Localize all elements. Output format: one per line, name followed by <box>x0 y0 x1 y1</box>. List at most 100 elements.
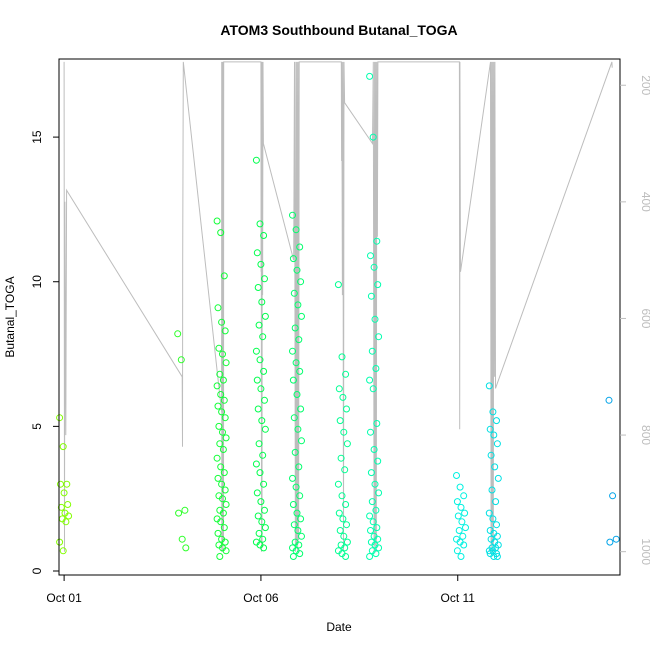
data-point <box>217 463 225 471</box>
data-point <box>296 550 304 558</box>
data-point <box>373 237 381 245</box>
data-point <box>367 428 374 436</box>
data-point <box>296 492 304 500</box>
data-point <box>334 281 342 289</box>
data-point <box>59 547 67 555</box>
data-point <box>486 425 494 433</box>
data-point <box>458 518 466 526</box>
data-point <box>255 440 263 448</box>
data-point <box>375 544 383 552</box>
data-point <box>370 263 378 271</box>
x-tick-label: Oct 01 <box>46 591 82 605</box>
data-point <box>294 301 302 309</box>
data-point <box>221 327 229 335</box>
data-point <box>216 440 224 448</box>
data-point <box>339 515 347 523</box>
data-point <box>218 408 226 416</box>
chart-title: ATOM3 Southbound Butanal_TOGA <box>220 22 457 38</box>
data-point <box>490 553 498 560</box>
data-point <box>370 446 378 453</box>
right-tick-label: 800 <box>639 425 650 445</box>
data-point <box>292 359 300 367</box>
data-point <box>295 541 303 549</box>
data-point <box>255 529 263 537</box>
data-point <box>297 405 305 413</box>
data-point <box>373 524 381 532</box>
data-point <box>56 414 64 422</box>
data-point <box>456 483 464 491</box>
data-point <box>256 220 264 228</box>
y-tick-label: 5 <box>30 423 44 430</box>
data-point <box>298 532 305 540</box>
data-point <box>256 469 264 477</box>
data-point <box>297 515 305 523</box>
data-point <box>460 492 468 500</box>
data-point <box>343 538 351 546</box>
data-point <box>289 474 296 482</box>
data-point <box>220 524 228 532</box>
data-point <box>182 544 190 552</box>
data-point <box>336 527 344 534</box>
right-tick-label: 600 <box>639 308 650 328</box>
data-point <box>255 321 263 329</box>
data-point <box>296 243 304 251</box>
data-point <box>371 315 379 323</box>
data-point <box>260 480 268 488</box>
data-point <box>338 353 346 361</box>
data-point <box>218 318 226 326</box>
data-point <box>289 211 296 219</box>
data-point <box>177 356 185 364</box>
data-point <box>214 402 222 410</box>
data-point <box>375 489 383 497</box>
x-axis-label: Date <box>326 620 352 634</box>
data-point <box>181 506 189 514</box>
data-point <box>605 396 613 404</box>
data-point <box>341 466 349 474</box>
data-point <box>335 385 343 393</box>
data-point <box>493 521 500 529</box>
data-point <box>367 527 374 534</box>
data-point <box>252 460 260 468</box>
altitude-track-layer <box>63 61 613 552</box>
data-point <box>293 509 301 517</box>
data-point <box>261 275 268 283</box>
data-point <box>371 480 379 488</box>
data-point <box>374 457 382 465</box>
data-point <box>253 249 261 257</box>
data-point <box>489 515 497 523</box>
data-point <box>254 284 262 291</box>
data-point <box>342 370 350 378</box>
data-point <box>60 489 68 497</box>
data-point <box>291 448 299 456</box>
data-point <box>368 498 376 506</box>
data-point <box>374 281 382 289</box>
data-point <box>57 503 65 511</box>
data-point <box>174 330 182 338</box>
data-point <box>289 347 296 355</box>
data-point <box>217 391 225 398</box>
data-point <box>455 527 463 534</box>
data-point <box>222 547 230 555</box>
data-point <box>369 133 377 141</box>
data-point <box>259 333 267 341</box>
data-point <box>340 428 348 436</box>
data-point <box>294 425 302 433</box>
data-point <box>257 385 265 393</box>
data-point <box>258 417 266 425</box>
data-point <box>334 480 342 488</box>
data-point <box>375 333 383 341</box>
data-point <box>221 486 229 494</box>
data-point <box>492 498 500 506</box>
data-point <box>609 492 617 500</box>
data-point <box>290 289 298 297</box>
data-point <box>175 509 183 517</box>
data-point <box>292 226 300 234</box>
data-point <box>293 266 301 274</box>
data-point <box>219 495 226 503</box>
data-point <box>290 521 298 529</box>
data-point <box>489 408 497 416</box>
right-tick-label: 1000 <box>639 538 650 565</box>
data-point <box>221 414 229 422</box>
data-point <box>261 312 269 320</box>
